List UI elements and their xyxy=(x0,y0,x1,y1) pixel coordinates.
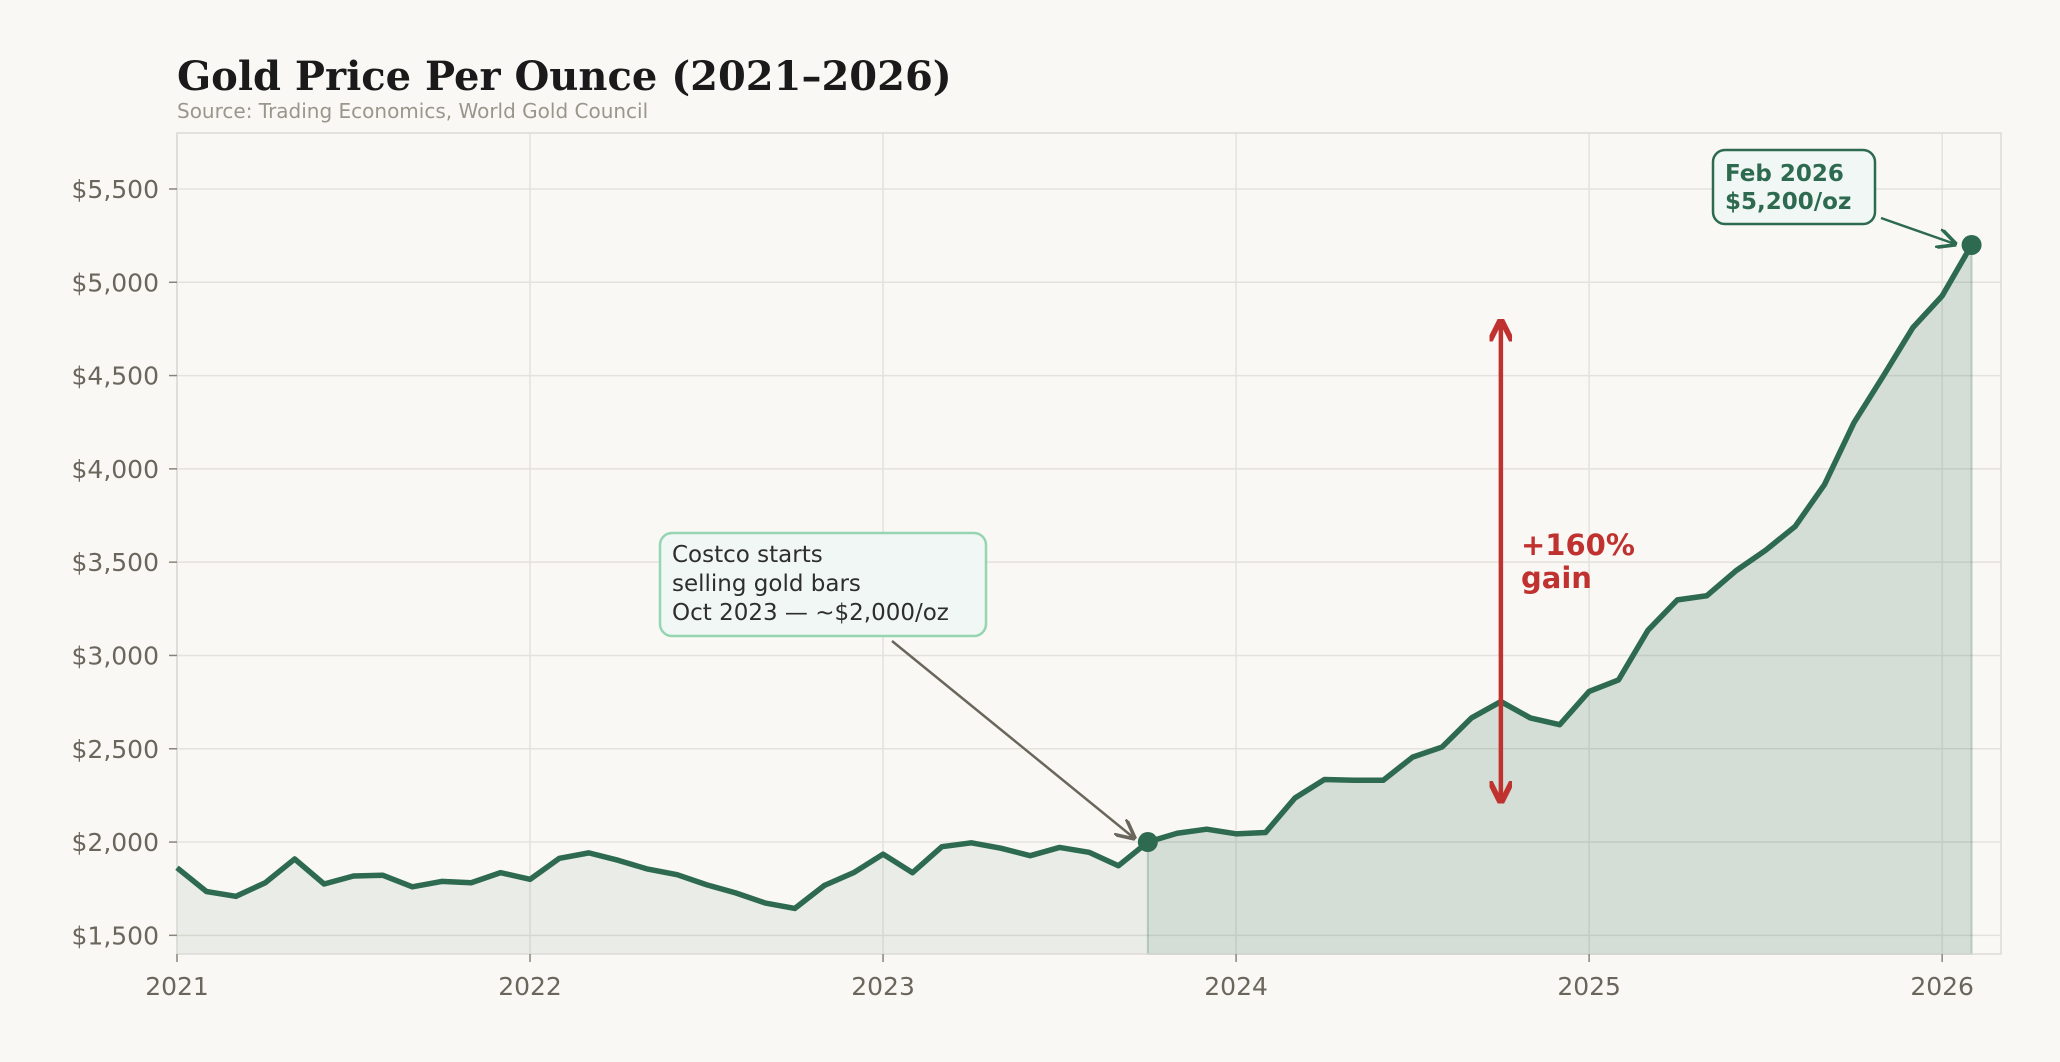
chart-title: Gold Price Per Ounce (2021–2026) xyxy=(177,53,952,100)
y-tick-label: $5,500 xyxy=(72,175,159,204)
latest-annotation: Feb 2026 $5,200/oz xyxy=(1711,148,1955,244)
costco-annotation-box xyxy=(658,531,988,638)
y-tick-label: $2,500 xyxy=(72,735,159,764)
annotations: Costco starts selling gold bars Oct 2023… xyxy=(658,148,1955,838)
x-tick-label: 2025 xyxy=(1557,972,1621,1001)
x-tick-label: 2026 xyxy=(1910,972,1974,1001)
costco-point-marker xyxy=(1137,832,1158,853)
x-tick-label: 2021 xyxy=(145,972,209,1001)
price-line xyxy=(175,243,1974,912)
gain-label: +160% xyxy=(1521,528,1635,562)
latest-annotation-line: $5,200/oz xyxy=(1725,189,1851,215)
y-tick-label: $3,000 xyxy=(72,641,159,670)
gridlines xyxy=(176,133,2001,954)
y-tick-label: $1,500 xyxy=(72,921,159,950)
x-axis: 2021 2022 2023 2024 2025 2026 xyxy=(145,954,1974,1001)
gain-annotation: +160% gain xyxy=(1501,323,1635,799)
x-tick-label: 2022 xyxy=(498,972,562,1001)
y-tick-label: $4,000 xyxy=(72,455,159,484)
latest-point-marker xyxy=(1961,234,1982,255)
latest-annotation-line: Feb 2026 xyxy=(1725,161,1844,187)
y-tick-label: $4,500 xyxy=(72,362,159,391)
series-line xyxy=(175,234,1982,912)
costco-annotation: Costco starts selling gold bars Oct 2023… xyxy=(658,531,1134,838)
y-tick-label: $5,000 xyxy=(72,268,159,297)
chart-subtitle: Source: Trading Economics, World Gold Co… xyxy=(177,99,648,123)
y-axis: $1,500 $2,000 $2,500 $3,000 $3,500 $4,000 $4,5… xyxy=(72,175,177,950)
x-tick-label: 2024 xyxy=(1204,972,1268,1001)
y-tick-label: $3,500 xyxy=(72,548,159,577)
costco-arrow xyxy=(891,640,1134,838)
latest-arrow xyxy=(1880,216,1955,244)
plot-frame xyxy=(176,132,2002,955)
x-tick-label: 2023 xyxy=(851,972,915,1001)
gain-label: gain xyxy=(1521,561,1592,595)
area-fill-highlight xyxy=(1146,241,1973,955)
costco-annotation-line: Oct 2023 — ~$2,000/oz xyxy=(672,600,949,626)
costco-annotation-line: Costco starts xyxy=(672,542,823,568)
y-tick-label: $2,000 xyxy=(72,828,159,857)
area-fill-before xyxy=(177,842,1148,954)
costco-annotation-line: selling gold bars xyxy=(672,571,861,597)
latest-annotation-box xyxy=(1711,148,1877,226)
